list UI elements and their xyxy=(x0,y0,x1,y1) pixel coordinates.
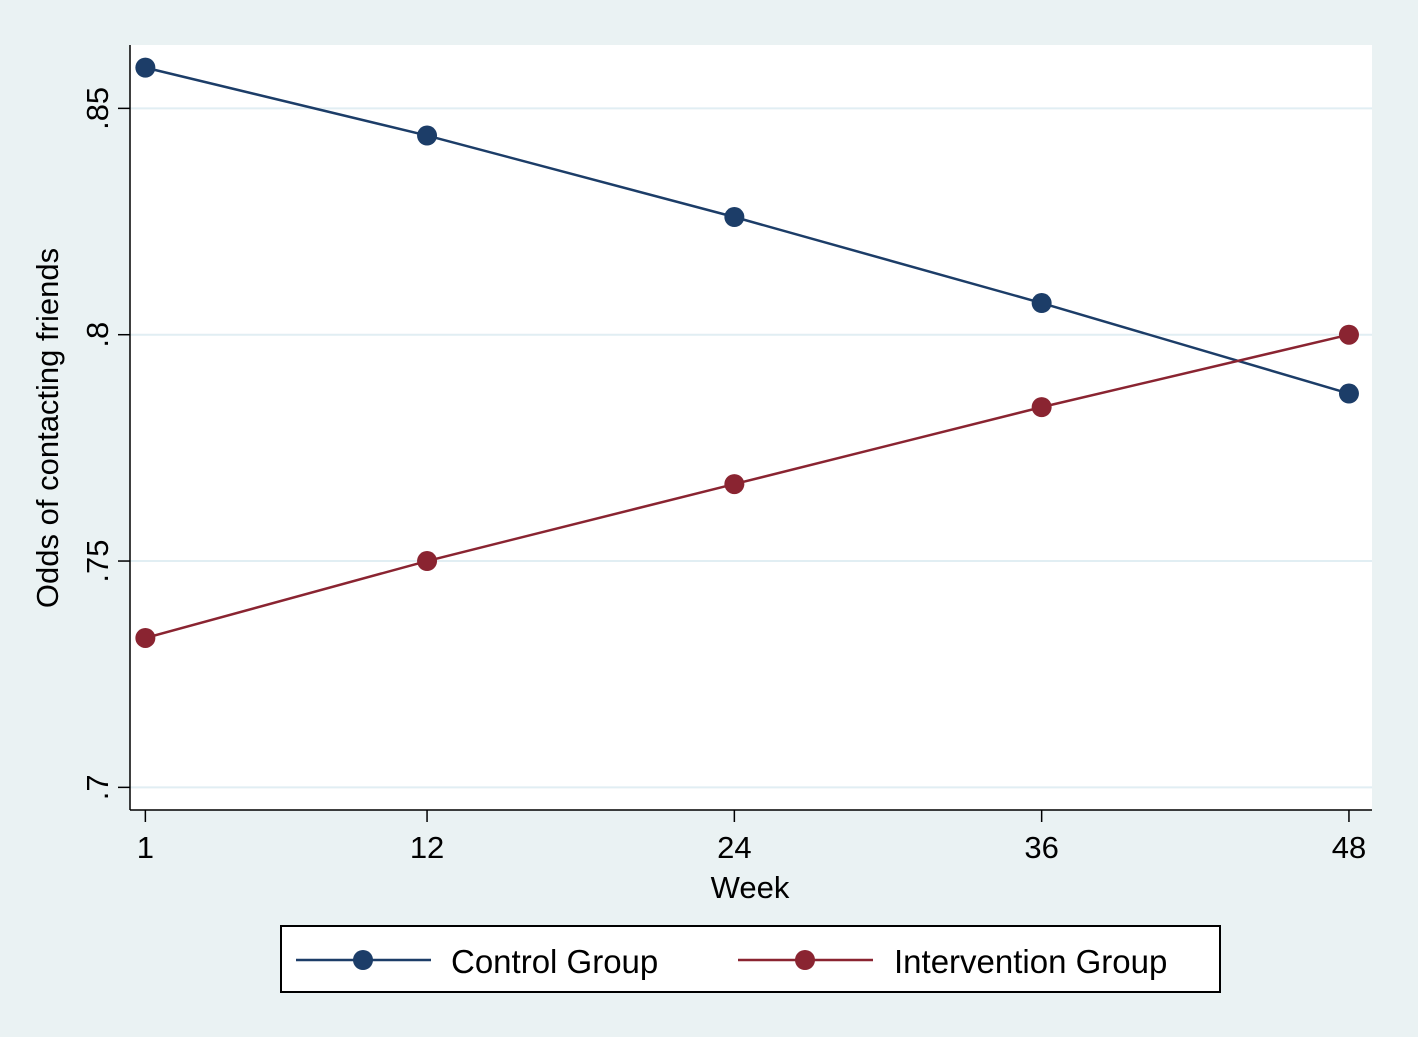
data-point-control xyxy=(1338,383,1359,404)
data-point-intervention xyxy=(724,474,745,495)
plot-area xyxy=(130,45,1372,810)
data-point-control xyxy=(135,57,156,78)
x-tick-label: 12 xyxy=(410,830,444,865)
legend-marker-intervention xyxy=(795,950,815,970)
y-tick-label: .7 xyxy=(80,774,115,800)
legend-label-intervention: Intervention Group xyxy=(894,943,1167,980)
data-point-intervention xyxy=(1031,397,1052,418)
axes xyxy=(118,45,1372,822)
gridlines xyxy=(130,107,1372,789)
legend-label-control: Control Group xyxy=(451,943,658,980)
legend: Control Group Intervention Group xyxy=(280,925,1221,993)
legend-marker-control xyxy=(353,950,373,970)
x-tick-label: 48 xyxy=(1332,830,1366,865)
data-point-intervention xyxy=(1338,324,1359,345)
data-point-intervention xyxy=(417,551,438,572)
x-tick-label: 1 xyxy=(137,830,154,865)
data-point-control xyxy=(724,207,745,228)
y-tick-label: .75 xyxy=(80,539,115,582)
y-tick-label: .8 xyxy=(80,322,115,348)
data-point-intervention xyxy=(135,627,156,648)
x-tick-label: 24 xyxy=(717,830,751,865)
y-axis-title: Odds of contacting friends xyxy=(30,248,65,608)
data-point-control xyxy=(1031,293,1052,314)
x-tick-label: 36 xyxy=(1024,830,1058,865)
y-tick-label: .85 xyxy=(80,87,115,130)
data-point-control xyxy=(417,125,438,146)
x-axis-title: Week xyxy=(711,870,790,905)
series-lines xyxy=(135,57,1359,648)
axis-labels: Odds of contacting friends Week .7 .75 .8.… xyxy=(30,87,1366,905)
